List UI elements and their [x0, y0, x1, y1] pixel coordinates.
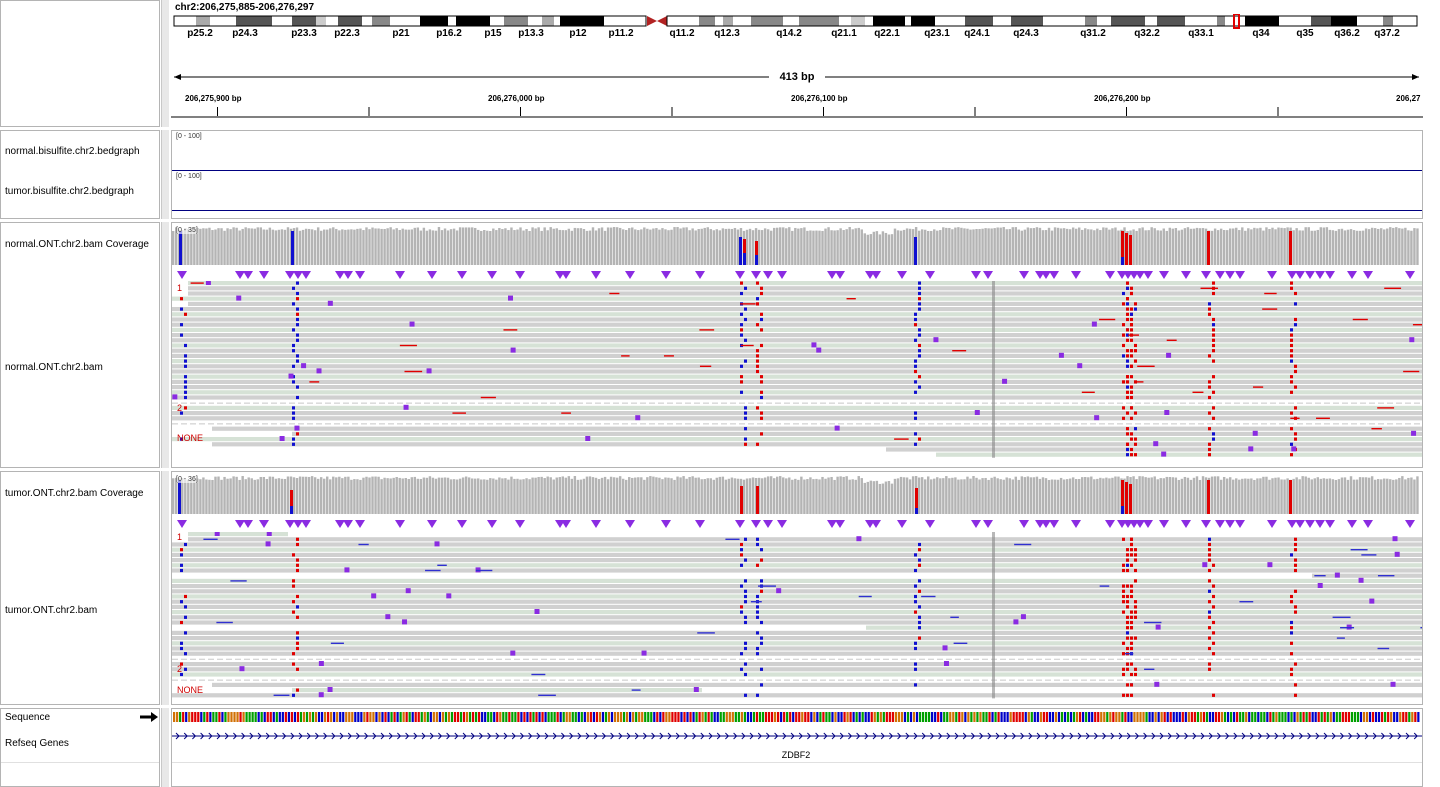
ruler-tick-label: 206,275,900 bp: [185, 94, 242, 103]
track-name-tumor-bam[interactable]: tumor.ONT.chr2.bam: [5, 605, 98, 616]
ruler[interactable]: [171, 66, 1423, 120]
tumor-bam-name-panel: tumor.ONT.chr2.bam Coverage tumor.ONT.ch…: [0, 471, 160, 705]
band-label-q37.2: q37.2: [1374, 28, 1400, 39]
feature-separator: [172, 762, 1422, 763]
band-label-p22.3: p22.3: [334, 28, 360, 39]
normal-alignments[interactable]: [172, 281, 1423, 467]
track-name-sequence[interactable]: Sequence: [5, 712, 51, 723]
normal-coverage-range: [0 - 35]: [176, 227, 198, 234]
feature-scrollbar[interactable]: [161, 708, 169, 787]
feature-name-separator: [1, 762, 159, 763]
span-label: 413 bp: [779, 71, 815, 83]
ruler-tick-label: 206,276,200 bp: [1094, 94, 1151, 103]
normal-bisulfite-range: [0 - 100]: [176, 133, 202, 140]
band-label-q24.1: q24.1: [964, 28, 990, 39]
band-label-p11.2: p11.2: [608, 28, 633, 39]
ruler-tick-label: 206,276,000 bp: [488, 94, 545, 103]
tumor-group-label-none: NONE: [177, 685, 204, 695]
track-name-normal-bam[interactable]: normal.ONT.chr2.bam: [5, 362, 103, 373]
normal-bam-scrollbar[interactable]: [161, 222, 169, 468]
band-label-q33.1: q33.1: [1188, 28, 1214, 39]
band-label-q32.2: q32.2: [1134, 28, 1160, 39]
tumor-bam-scrollbar[interactable]: [161, 471, 169, 705]
feature-name-panel: Sequence Refseq Genes: [0, 708, 160, 787]
band-label-p16.2: p16.2: [436, 28, 462, 39]
tumor-group-label-1: 1: [177, 532, 183, 542]
band-label-q14.2: q14.2: [776, 28, 802, 39]
track-name-tumor-bisulfite[interactable]: tumor.bisulfite.chr2.bedgraph: [5, 186, 134, 197]
normal-group-label-2: 2: [177, 403, 183, 413]
track-name-normal-bisulfite[interactable]: normal.bisulfite.chr2.bedgraph: [5, 146, 140, 157]
normal-coverage-plot[interactable]: [172, 225, 1423, 267]
feature-data-panel: ZDBF2: [171, 708, 1423, 787]
band-label-p21: p21: [392, 28, 410, 39]
tumor-bisulfite-range: [0 - 100]: [176, 173, 202, 180]
band-label-p12: p12: [569, 28, 587, 39]
tumor-coverage-plot[interactable]: [172, 474, 1423, 516]
tumor-bisulfite-baseline: [172, 210, 1422, 211]
locus-label: chr2:206,275,885-206,276,297: [175, 2, 315, 13]
band-label-q21.1: q21.1: [831, 28, 857, 39]
chromosome-ideogram[interactable]: p25.2 p24.3 p23.3 p22.3 p21 p16.2 p15 p13.3 p12 p…: [171, 14, 1423, 42]
bisulfite-data-panel: [0 - 100] [0 - 100]: [171, 130, 1423, 219]
tumor-group-label-2: 2: [177, 664, 183, 674]
band-label-q35: q35: [1296, 28, 1314, 39]
normal-bisulfite-baseline: [172, 170, 1422, 171]
band-label-p25.2: p25.2: [187, 28, 213, 39]
sequence-bases[interactable]: [172, 711, 1423, 723]
band-label-q24.3: q24.3: [1013, 28, 1039, 39]
normal-bam-name-panel: normal.ONT.chr2.bam Coverage normal.ONT.…: [0, 222, 160, 468]
header-name-panel: [0, 0, 160, 127]
header-scrollbar[interactable]: [161, 0, 169, 127]
band-label-q34: q34: [1252, 28, 1270, 39]
strand-arrow-icon[interactable]: [140, 712, 158, 722]
band-label-q36.2: q36.2: [1334, 28, 1360, 39]
refseq-gene-ZDBF2[interactable]: [172, 730, 1423, 742]
ruler-tick-label: 206,27: [1396, 94, 1421, 103]
band-label-p24.3: p24.3: [232, 28, 258, 39]
ruler-tick-label: 206,276,100 bp: [791, 94, 848, 103]
band-label-q31.2: q31.2: [1080, 28, 1106, 39]
track-name-normal-coverage[interactable]: normal.ONT.chr2.bam Coverage: [5, 239, 149, 250]
normal-bam-data-panel: [0 - 35] 1 2 NONE: [171, 222, 1423, 468]
bisulfite-scrollbar[interactable]: [161, 130, 169, 219]
tumor-coverage-range: [0 - 36]: [176, 476, 198, 483]
tumor-bam-data-panel: [0 - 36] 1 2 NONE: [171, 471, 1423, 705]
track-name-tumor-coverage[interactable]: tumor.ONT.chr2.bam Coverage: [5, 488, 144, 499]
band-label-p23.3: p23.3: [291, 28, 317, 39]
normal-group-label-1: 1: [177, 283, 183, 293]
band-label-q22.1: q22.1: [874, 28, 900, 39]
bisulfite-name-panel: normal.bisulfite.chr2.bedgraph tumor.bis…: [0, 130, 160, 219]
normal-insertion-markers: [177, 271, 1415, 279]
band-label-p15: p15: [484, 28, 502, 39]
track-name-refseq[interactable]: Refseq Genes: [5, 738, 69, 749]
band-label-p13.3: p13.3: [518, 28, 544, 39]
tumor-insertion-markers: [177, 520, 1415, 528]
tumor-alignments[interactable]: [172, 532, 1423, 704]
normal-group-label-none: NONE: [177, 433, 204, 443]
band-label-q12.3: q12.3: [714, 28, 740, 39]
gene-name-label: ZDBF2: [781, 750, 811, 760]
band-label-q23.1: q23.1: [924, 28, 950, 39]
band-label-q11.2: q11.2: [669, 28, 694, 39]
